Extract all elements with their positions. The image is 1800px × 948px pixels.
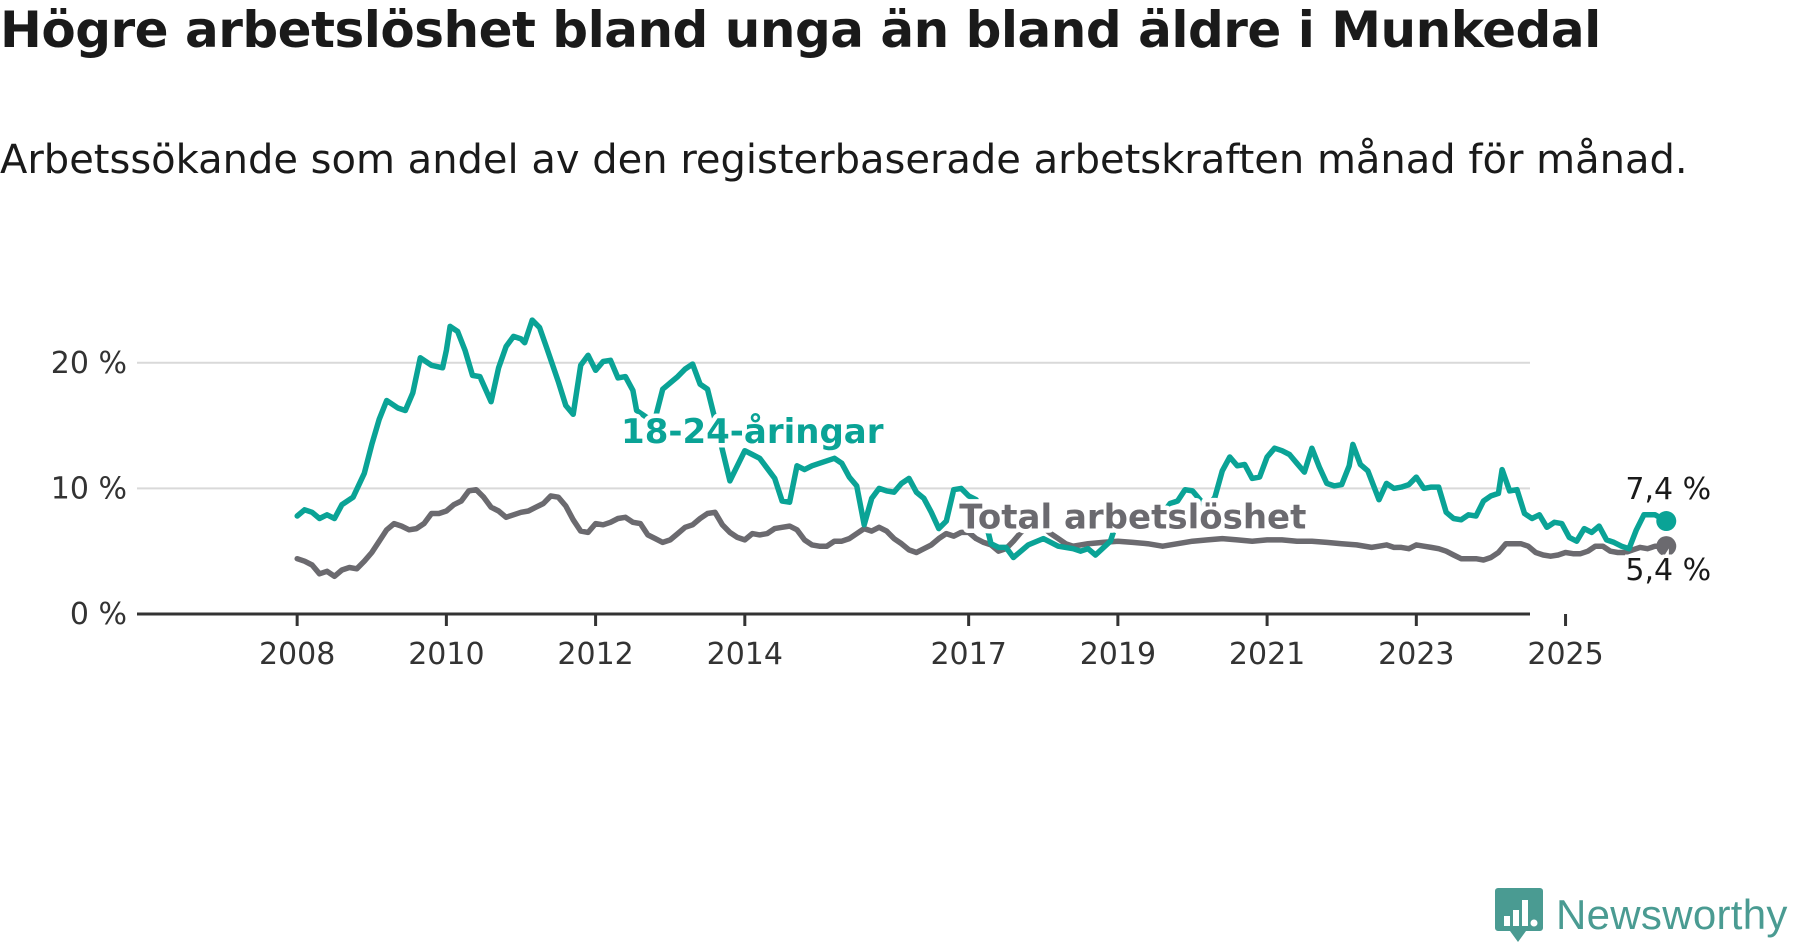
series-label-total: Total arbetslöshet (959, 498, 1306, 538)
chart-title: Högre arbetslöshet bland unga än bland ä… (0, 1, 1601, 59)
x-tick-label: 2014 (707, 637, 783, 672)
newsworthy-logo-icon (1495, 888, 1543, 942)
end-point-youth (1656, 511, 1677, 532)
x-tick-label: 2010 (408, 637, 484, 672)
y-tick-label: 0 % (70, 597, 127, 632)
y-tick-label: 20 % (51, 346, 127, 381)
end-point-total (1656, 536, 1677, 557)
chart-subtitle: Arbetssökande som andel av den registerb… (0, 137, 1688, 183)
x-tick-label: 2019 (1080, 637, 1156, 672)
series-line-youth (294, 317, 1670, 561)
brand-name: Newsworthy (1556, 891, 1788, 938)
x-tick-label: 2025 (1527, 637, 1603, 672)
data-labels: 18-24-åringar Total arbetslöshet 7,4 % 5,4 … (617, 408, 1715, 592)
series-label-youth: 18-24-åringar (621, 412, 884, 452)
end-label-youth: 7,4 % (1625, 472, 1711, 507)
x-tick-label: 2012 (557, 637, 633, 672)
x-tick-label: 2023 (1378, 637, 1454, 672)
series-lines (294, 317, 1677, 580)
end-label-total: 5,4 % (1625, 553, 1711, 588)
y-tick-label: 10 % (51, 471, 127, 506)
gridlines (137, 361, 1530, 490)
newsworthy-brand: Newsworthy (1494, 888, 1788, 942)
x-tick-label: 2017 (930, 637, 1006, 672)
x-tick-label: 2021 (1229, 637, 1305, 672)
series-line-total (294, 486, 1670, 580)
x-tick-label: 2008 (259, 637, 335, 672)
axes: 0 % 10 % 20 % 2008 2010 2012 2014 2017 2019 2021 2… (51, 346, 1604, 672)
